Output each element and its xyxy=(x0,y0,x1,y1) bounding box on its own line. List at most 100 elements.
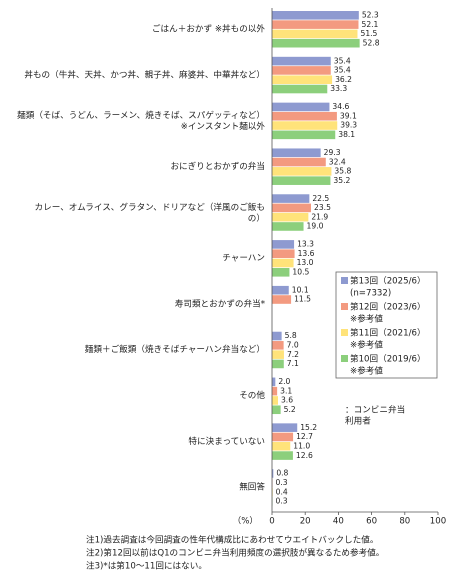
value-label: 12.6 xyxy=(296,451,313,460)
bar xyxy=(272,20,359,29)
bar xyxy=(272,203,312,213)
x-unit: （%） xyxy=(233,516,258,527)
bar xyxy=(272,29,358,39)
value-label: 3.6 xyxy=(281,396,293,405)
category-label: 麺類（そば、うどん、ラーメン、焼きそば、スパゲッティなど）※インスタント麺以外 xyxy=(17,109,265,132)
bar xyxy=(272,432,294,442)
value-label: 10.5 xyxy=(292,267,309,276)
value-label: 10.1 xyxy=(292,285,309,294)
bar xyxy=(272,148,321,158)
bar xyxy=(272,396,278,405)
legend-box xyxy=(335,271,438,379)
value-label: 32.4 xyxy=(329,157,346,166)
bar xyxy=(272,258,294,268)
footnote: 注2)第12回以前はQ1のコンビニ弁当利用頻度の選択肢が異なるため参考値。 xyxy=(86,547,384,559)
value-label: 34.6 xyxy=(332,102,349,111)
legend-swatch xyxy=(341,329,348,336)
x-tick-label: 100 xyxy=(430,517,446,527)
bar xyxy=(272,423,298,432)
bar xyxy=(272,194,310,203)
bar xyxy=(272,130,336,140)
value-label: 39.1 xyxy=(340,111,357,120)
bar xyxy=(272,285,289,295)
value-label: 52.3 xyxy=(362,11,379,20)
value-label: 35.2 xyxy=(333,176,350,185)
value-label: 0.3 xyxy=(275,497,287,506)
value-label: 7.0 xyxy=(287,341,299,350)
legend-label: 第12回（2023/6） xyxy=(350,301,426,313)
bar xyxy=(272,359,284,369)
value-label: 12.7 xyxy=(296,432,313,441)
value-label: 7.2 xyxy=(287,350,299,359)
value-label: 29.3 xyxy=(324,148,341,157)
category-label: カレー、オムライス、グラタン、ドリアなど（洋風のご飯もの） xyxy=(35,200,266,223)
bar xyxy=(272,157,326,167)
value-label: 15.2 xyxy=(300,423,317,432)
bar xyxy=(272,469,274,478)
bar xyxy=(272,11,359,20)
value-label: 5.2 xyxy=(284,405,296,414)
x-tick-label: 40 xyxy=(333,517,344,527)
footnote: 注1)過去調査は今回調査の性年代構成比にあわせてウエイトバックした値。 xyxy=(86,534,378,546)
value-label: 7.1 xyxy=(287,359,299,368)
value-label: 52.1 xyxy=(361,20,378,29)
category-label: おにぎりとおかずの弁当 xyxy=(170,160,265,172)
value-label: 33.3 xyxy=(330,84,347,93)
category-label: ごはん＋おかず ※丼もの以外 xyxy=(152,23,265,35)
bar xyxy=(272,350,284,359)
value-label: 2.0 xyxy=(278,377,290,386)
bar xyxy=(272,56,331,66)
bar xyxy=(272,222,304,231)
footnote: 注3)*は第10〜11回にはない。 xyxy=(86,560,207,572)
bar xyxy=(272,341,284,350)
value-label: 39.3 xyxy=(340,121,357,130)
category-label: 寿司類とおかずの弁当* xyxy=(175,297,266,309)
value-label: 5.8 xyxy=(285,331,297,340)
bar xyxy=(272,267,290,277)
value-label: 22.5 xyxy=(312,194,329,203)
value-label: 13.3 xyxy=(297,240,314,249)
legend-label: 第13回（2025/6） xyxy=(350,275,426,287)
value-label: 52.8 xyxy=(363,38,380,47)
value-label: 13.0 xyxy=(297,258,314,267)
value-label: 23.5 xyxy=(314,203,331,212)
category-label: チャーハン xyxy=(222,253,265,264)
legend-note: ※参考値 xyxy=(350,365,383,377)
value-label: 0.4 xyxy=(276,487,288,496)
bar xyxy=(272,111,337,121)
x-tick-label: 80 xyxy=(399,517,410,527)
legend-swatch xyxy=(341,277,348,284)
value-label: 0.8 xyxy=(276,469,288,478)
category-label: その他 xyxy=(239,389,265,401)
bar xyxy=(272,176,331,185)
value-label: 0.3 xyxy=(275,478,287,487)
value-label: 11.5 xyxy=(294,295,311,304)
category-label: 麺類＋ご飯類（焼きそばチャーハン弁当など） xyxy=(85,343,265,355)
bar xyxy=(272,212,309,222)
value-label: 35.8 xyxy=(334,167,351,176)
category-label: 無回答 xyxy=(239,481,265,493)
legend-label: 第11回（2021/6） xyxy=(350,327,426,339)
value-label: 11.0 xyxy=(293,441,310,450)
bar xyxy=(272,167,332,176)
legend-note: (n=7332) xyxy=(350,289,391,299)
bar xyxy=(272,451,293,460)
bar xyxy=(272,295,292,304)
bar xyxy=(272,66,331,75)
bar xyxy=(272,377,276,387)
x-tick-label: 20 xyxy=(300,517,311,527)
value-label: 36.2 xyxy=(335,75,352,84)
category-label: 丼もの（牛丼、天丼、かつ丼、親子丼、麻婆丼、中華丼など） xyxy=(24,68,265,80)
bar xyxy=(272,331,282,341)
category-label: 特に決まっていない xyxy=(188,435,265,447)
legend-note: ※参考値 xyxy=(350,313,383,325)
value-label: 38.1 xyxy=(338,130,355,139)
x-tick-label: 0 xyxy=(269,517,274,527)
bar xyxy=(272,121,338,130)
value-label: 35.4 xyxy=(334,66,351,75)
value-label: 35.4 xyxy=(334,56,351,65)
legend-swatch xyxy=(341,355,348,362)
bar xyxy=(272,405,281,415)
